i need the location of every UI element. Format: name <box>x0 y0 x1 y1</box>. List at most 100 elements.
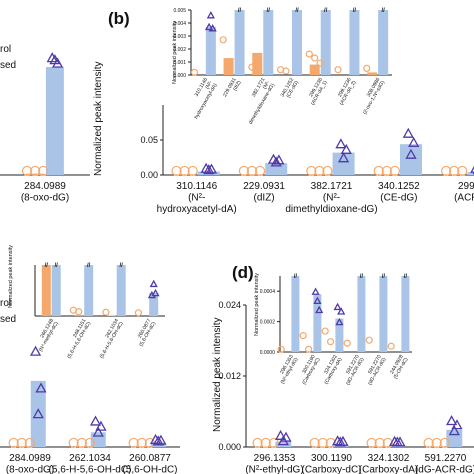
d-inset-category-label: 244.0928(5-OH-dC) <box>388 354 410 380</box>
d-main-ytick-label: 0.024 <box>218 300 241 310</box>
c-lower-bar-control <box>14 446 30 447</box>
b-main-category-label: 340.1252 (CE-dG) <box>378 181 420 204</box>
d-inset-category-label: 591.2270(dG-ACR-dG) <box>340 354 365 387</box>
chart-c-inset: // // 266.1248(N⁴-methyl-dC) // 248.1151(5,6… <box>34 263 165 360</box>
d-inset-point-control <box>277 345 285 353</box>
c-lower-point-exposed <box>29 345 42 356</box>
d-inset-point-control <box>343 339 351 347</box>
b-inset-bar-exposed <box>378 10 389 75</box>
c-inset-break-mark: // <box>55 263 59 269</box>
a-upper-point-control <box>21 165 33 177</box>
b-inset-category-label: 229.0931(dIZ) <box>222 77 243 101</box>
d-inset-point-exposed <box>315 305 324 314</box>
b-main-point-exposed <box>270 156 282 167</box>
b-inset-bar-exposed <box>234 10 245 75</box>
b-main-bar-control <box>308 174 331 175</box>
a-upper-bar-exposed <box>45 67 64 175</box>
chart-a-upper: 284.0989 (8-oxo-dG) <box>0 52 90 204</box>
b-main-point-control <box>389 165 400 177</box>
b-inset-break-mark: // <box>267 8 271 14</box>
d-inset-break-mark: // <box>404 274 408 280</box>
b-main-point-control <box>187 165 198 177</box>
b-main-category-label: 229.0931 (dIZ) <box>243 181 285 204</box>
b-inset-point-control <box>190 68 199 76</box>
c-inset-bar-exposed <box>84 265 94 316</box>
c-lower-category-label: 260.0877 (5,6-OH-dC) <box>122 453 177 474</box>
b-main-bar-exposed <box>400 144 422 175</box>
b-main-category-label: 382.1721 (N²-dimethyldioxane-dG) <box>285 181 377 215</box>
b-main-point-control <box>381 165 392 177</box>
c-lower-point-control <box>136 437 147 449</box>
b-main-point-exposed <box>405 148 417 159</box>
b-main-bar-control <box>173 174 196 175</box>
b-main-point-exposed <box>340 143 352 154</box>
c-lower-point-exposed <box>89 415 102 426</box>
d-inset-ytick-label: 0.0000 <box>260 350 276 356</box>
b-main-ytick-label: 0.05 <box>140 135 158 145</box>
d-main-point-exposed <box>331 435 344 446</box>
c-lower-point-exposed <box>149 433 162 444</box>
legend-exposed-label-lower: sed <box>0 314 16 325</box>
d-main-point-control <box>252 437 263 449</box>
c-lower-category-label: 284.0989 (8-oxo-dG) <box>6 453 54 474</box>
c-inset-break-mark: // <box>87 263 91 269</box>
b-main-point-control <box>322 165 333 177</box>
d-main-ytick-label: 0.012 <box>218 371 241 381</box>
b-inset-point-control <box>316 59 324 67</box>
c-lower-point-control <box>16 437 27 449</box>
d-inset-point-control <box>299 332 307 340</box>
b-main-point-exposed <box>337 152 350 163</box>
b-main-point-control <box>441 165 452 177</box>
d-inset-point-control <box>321 327 329 335</box>
b-inset-category-label: 299.1236(ACR-dA_1) <box>305 77 329 107</box>
chart-d-inset: 0.0000 0.0002 0.0004 // 296.1353(N²-ethyl-dG… <box>260 274 412 386</box>
b-inset-point-control <box>224 64 233 73</box>
a-upper-point-control <box>29 165 41 177</box>
c-lower-point-exposed <box>92 426 104 437</box>
d-main-point-control <box>268 437 279 449</box>
d-main-point-control <box>260 437 271 449</box>
b-inset-category-label: 310.1146(N²-hydroxyacetyl-dA) <box>184 77 219 120</box>
a-upper-point-control <box>38 165 49 177</box>
d-main-category-label: 324.1302 (Carboxy-dA) <box>359 453 418 474</box>
b-main-point-control <box>457 165 468 177</box>
c-lower-point-exposed <box>32 408 44 419</box>
d-main-point-exposed <box>445 415 458 426</box>
b-main-point-exposed <box>470 165 474 173</box>
b-inset-break-mark: // <box>353 8 357 14</box>
c-inset-bar-exposed <box>149 293 159 316</box>
b-main-point-control <box>314 165 325 177</box>
b-inset-point-exposed <box>206 11 215 19</box>
d-inset-point-exposed <box>335 317 344 326</box>
d-main-bar-control <box>428 446 445 447</box>
b-inset-bar-control <box>252 52 263 75</box>
b-main-point-control <box>246 165 258 177</box>
d-main-point-control <box>431 437 442 449</box>
b-main-bar-control <box>375 174 398 175</box>
d-inset-point-exposed <box>313 296 322 305</box>
d-inset-break-mark: // <box>294 274 298 280</box>
c-inset-ylabel: Normalized peak intensity <box>8 245 14 308</box>
d-main-category-label: 591.2270 (dG-ACR-dG) <box>415 453 474 474</box>
d-inset-ytick-label: 0.0004 <box>260 289 276 295</box>
d-inset-bar-exposed <box>379 276 388 352</box>
chart-b-main: 0.00 0.05 310.1146 (N²-hydroxyacetyl-dA) 229… <box>140 105 474 215</box>
b-inset-bar-exposed <box>205 26 216 75</box>
b-inset-category-label: 382.1721(N²-dimethyldioxane-dG) <box>238 77 276 126</box>
b-inset-point-control <box>311 54 319 62</box>
d-main-point-exposed <box>388 435 401 446</box>
d-inset-category-label: 300.1190(Carboxy-dC) <box>297 354 322 386</box>
c-lower-point-exposed <box>95 420 107 431</box>
c-inset-bar-exposed <box>51 265 61 316</box>
c-inset-break-mark: // <box>45 263 49 269</box>
d-main-point-control <box>439 437 450 449</box>
d-inset-point-control <box>327 338 335 346</box>
legend-exposed-label: sed <box>0 60 16 71</box>
panel-b-label: (b) <box>108 9 130 28</box>
b-inset-bar-control <box>223 58 234 75</box>
b-inset-ylabel: Normalized peak intensity <box>172 21 178 84</box>
d-inset-point-exposed <box>337 307 346 315</box>
c-lower-point-control <box>68 437 79 449</box>
d-main-point-control <box>382 437 393 449</box>
